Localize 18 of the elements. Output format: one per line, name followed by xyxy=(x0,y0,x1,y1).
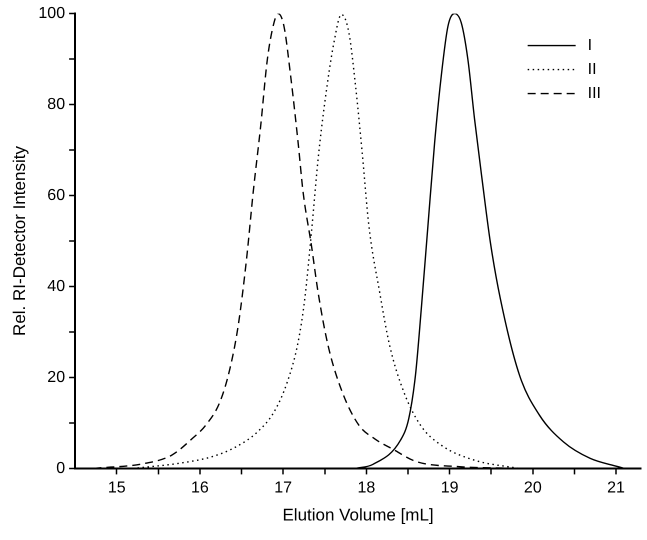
x-tick-label: 21 xyxy=(607,479,626,496)
y-tick-label: 80 xyxy=(47,96,66,113)
y-tick-label: 100 xyxy=(38,5,66,22)
legend-label: II xyxy=(588,61,597,78)
x-tick-label: 17 xyxy=(274,479,292,496)
y-tick-label: 60 xyxy=(47,186,66,204)
y-tick-label: 0 xyxy=(56,460,66,477)
y-tick-label: 20 xyxy=(47,368,66,386)
legend-label: I xyxy=(588,37,592,54)
y-axis-title: Rel. RI-Detector Intensity xyxy=(10,146,29,336)
y-tick-label: 40 xyxy=(47,278,66,295)
x-tick-label: 20 xyxy=(524,479,542,496)
x-tick-label: 18 xyxy=(357,479,376,496)
x-tick-label: 16 xyxy=(191,479,209,496)
legend-label: III xyxy=(588,85,602,102)
x-axis-title: Elution Volume [mL] xyxy=(282,505,434,524)
x-tick-label: 15 xyxy=(108,479,126,496)
x-tick-label: 19 xyxy=(440,479,459,496)
